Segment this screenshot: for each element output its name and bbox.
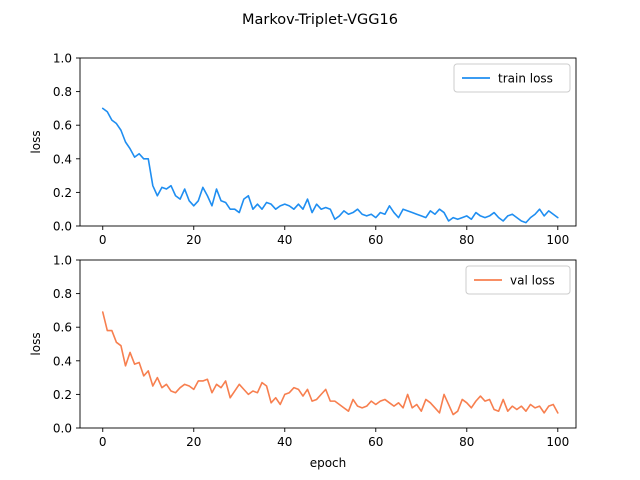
x-tick-label: 60 [368,233,383,247]
y-axis-label: loss [29,332,43,355]
y-tick-label: 0.0 [53,422,72,436]
y-tick-label: 1.0 [53,254,72,268]
y-tick-label: 1.0 [53,52,72,66]
legend-box [465,265,571,295]
legend-label: val loss [510,274,555,288]
legend: val loss [465,265,571,295]
x-tick-label: 40 [277,233,292,247]
legend-label: train loss [498,72,553,86]
y-axis-label: loss [29,130,43,153]
val-loss-panel: 0 20 40 60 80 100 0.0 0.2 0.4 0.6 0.8 1.0 loss epoch v… [29,254,577,470]
y-tick-label: 0.6 [53,321,72,335]
x-axis-label: epoch [310,456,347,470]
axes-frame [79,259,577,429]
subplots: 0 20 40 60 80 100 0.0 0.2 0.4 0.6 0.8 1.0 loss train … [29,52,577,470]
y-tick-label: 0.6 [53,119,72,133]
series-line-val-loss [101,311,559,416]
x-tick-label: 20 [186,233,201,247]
y-tick-label: 0.0 [53,220,72,234]
x-tick-label: 20 [186,435,201,449]
x-tick-label: 40 [277,435,292,449]
x-tick-label: 0 [99,435,107,449]
train-loss-panel: 0 20 40 60 80 100 0.0 0.2 0.4 0.6 0.8 1.0 loss train … [29,52,577,247]
axes-frame [79,57,577,227]
x-tick-label: 80 [459,435,474,449]
series-line-train-loss [101,107,559,224]
legend: train loss [453,63,571,93]
x-tick-label: 60 [368,435,383,449]
x-tick-label: 0 [99,233,107,247]
x-tick-label: 100 [546,233,569,247]
x-tick-label: 100 [546,435,569,449]
figure-title: Markov-Triplet-VGG16 [242,12,398,28]
y-tick-label: 0.2 [53,388,72,402]
legend-box [453,63,571,93]
y-tick-label: 0.4 [53,354,72,368]
y-tick-label: 0.8 [53,85,72,99]
y-tick-label: 0.4 [53,152,72,166]
x-tick-label: 80 [459,233,474,247]
y-tick-label: 0.2 [53,186,72,200]
y-tick-label: 0.8 [53,287,72,301]
